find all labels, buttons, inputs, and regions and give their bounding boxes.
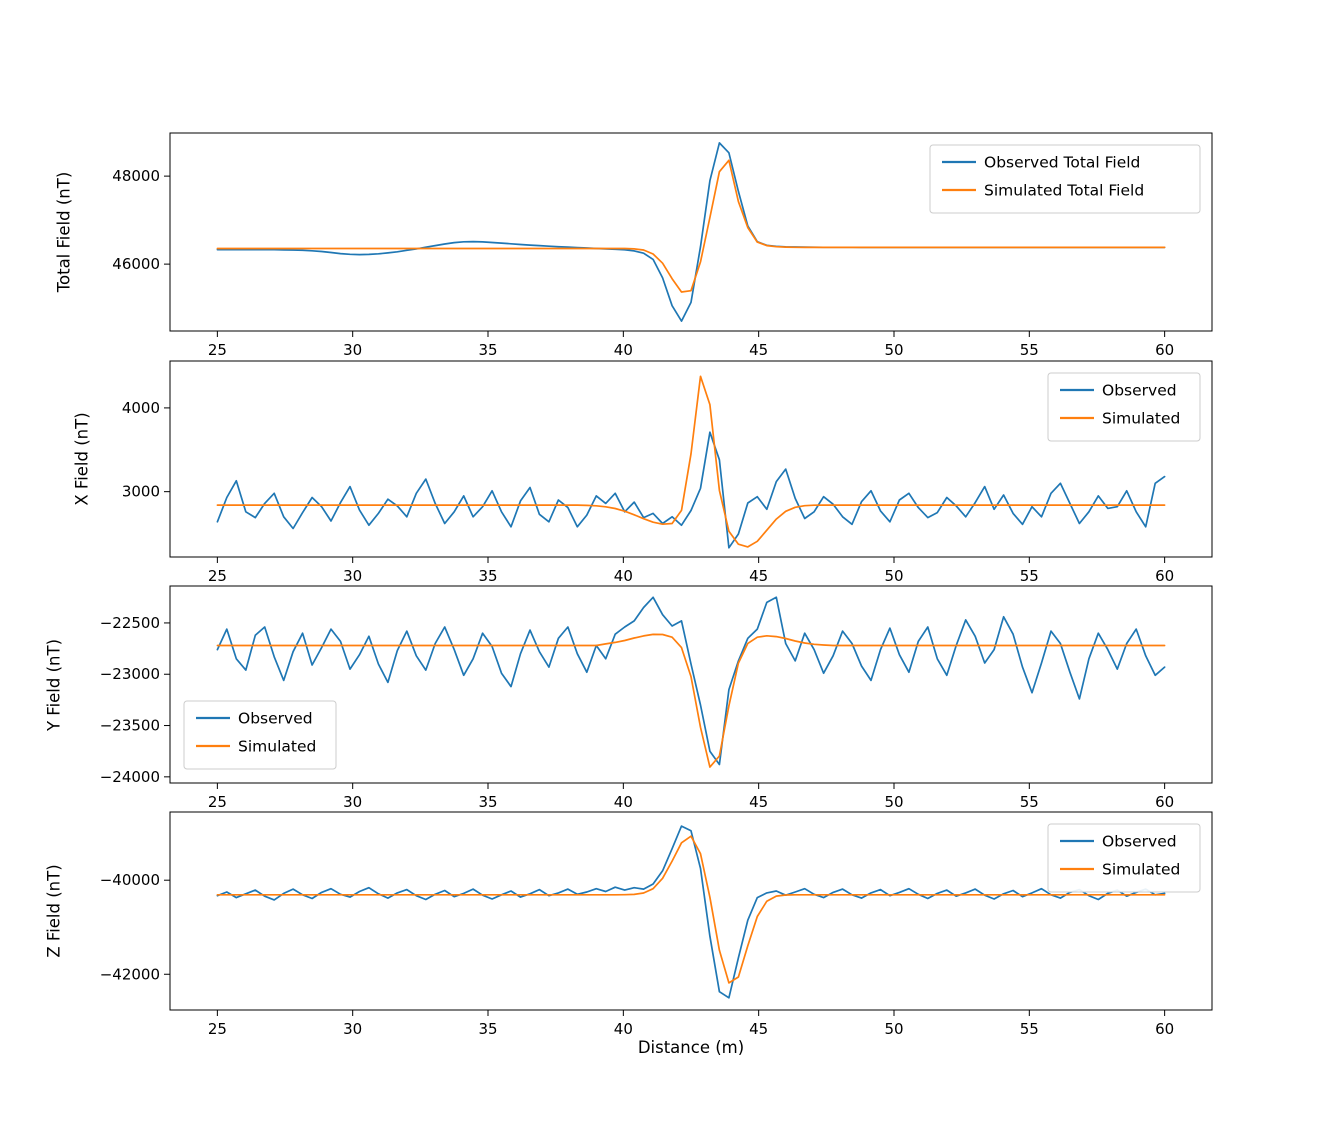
y-tick-label: 46000 xyxy=(112,255,160,273)
axes-border xyxy=(169,585,1213,784)
legend-label-simulated-total-field: Simulated Total Field xyxy=(984,182,1144,200)
x-tick-label: 55 xyxy=(1020,793,1039,811)
axes-background xyxy=(170,812,1212,1010)
x-tick-label: 60 xyxy=(1155,1020,1174,1038)
series-line-observed xyxy=(216,431,1166,549)
axes-border xyxy=(169,360,1213,558)
legend-label-observed: Observed xyxy=(1102,833,1177,851)
legend-label-observed: Observed xyxy=(1102,382,1177,400)
legend-label-observed-total-field: Observed Total Field xyxy=(984,154,1140,172)
y-tick-label: 3000 xyxy=(122,483,160,501)
ylabel-total-field: Total Field (nT) xyxy=(54,171,74,293)
subplot-x-field-nt-: 25 30 35 40 45 50 55 60 3000 4000 Observed Simulate… xyxy=(122,360,1213,585)
y-tick-label: −40000 xyxy=(100,871,160,889)
x-tick-label: 45 xyxy=(749,341,768,359)
y-tick-label: 48000 xyxy=(112,167,160,185)
series-line-observed xyxy=(216,596,1166,766)
x-tick-label: 40 xyxy=(614,341,633,359)
series-line-simulated xyxy=(216,633,1166,768)
x-tick-label: 40 xyxy=(614,793,633,811)
subplot-z-field-nt-: 25 30 35 40 45 50 55 60 −40000 −42000 Observed Simu… xyxy=(100,811,1213,1038)
y-tick-label: −23000 xyxy=(100,665,160,683)
legend-label-simulated: Simulated xyxy=(238,738,316,756)
ylabel-z-field: Z Field (nT) xyxy=(44,864,64,958)
legend-label-observed: Observed xyxy=(238,710,313,728)
x-tick-label: 35 xyxy=(478,793,497,811)
legend-label-simulated: Simulated xyxy=(1102,410,1180,428)
x-tick-label: 25 xyxy=(208,567,227,585)
y-tick-label: 4000 xyxy=(122,399,160,417)
x-tick-label: 45 xyxy=(749,793,768,811)
ylabel-x-field: X Field (nT) xyxy=(72,412,92,506)
axes-background xyxy=(170,586,1212,783)
legend: Observed Total Field Simulated Total Fiel… xyxy=(929,144,1201,214)
x-tick-label: 45 xyxy=(749,1020,768,1038)
series-line-observed xyxy=(216,825,1166,999)
y-tick-label: −23500 xyxy=(100,717,160,735)
legend-box xyxy=(929,144,1201,214)
series-line-simulated xyxy=(216,375,1166,548)
legend-label-simulated: Simulated xyxy=(1102,861,1180,879)
x-tick-label: 55 xyxy=(1020,341,1039,359)
subplot-y-field-nt-: 25 30 35 40 45 50 55 60 −22500 −23000 −23500 −24000… xyxy=(100,585,1213,811)
series-line-simulated-total-field xyxy=(216,159,1166,293)
x-tick-label: 50 xyxy=(884,1020,903,1038)
x-tick-label: 25 xyxy=(208,793,227,811)
y-tick-label: −24000 xyxy=(100,768,160,786)
xlabel-distance: Distance (m) xyxy=(637,1038,745,1057)
series-line-simulated xyxy=(216,835,1166,984)
x-tick-label: 40 xyxy=(614,567,633,585)
x-tick-label: 50 xyxy=(884,793,903,811)
x-tick-label: 25 xyxy=(208,341,227,359)
legend: Observed Simulated xyxy=(183,700,337,770)
x-tick-label: 40 xyxy=(614,1020,633,1038)
y-tick-label: −22500 xyxy=(100,614,160,632)
x-tick-label: 35 xyxy=(478,567,497,585)
axes-background xyxy=(170,361,1212,557)
legend: Observed Simulated xyxy=(1047,372,1201,442)
axes-border xyxy=(169,132,1213,332)
x-tick-label: 35 xyxy=(478,341,497,359)
x-tick-label: 45 xyxy=(749,567,768,585)
x-tick-label: 55 xyxy=(1020,1020,1039,1038)
x-tick-label: 50 xyxy=(884,567,903,585)
x-tick-label: 35 xyxy=(478,1020,497,1038)
x-tick-label: 30 xyxy=(343,1020,362,1038)
x-tick-label: 30 xyxy=(343,793,362,811)
y-tick-label: −42000 xyxy=(100,965,160,983)
x-tick-label: 60 xyxy=(1155,793,1174,811)
x-tick-label: 30 xyxy=(343,567,362,585)
axes-border xyxy=(169,811,1213,1011)
x-tick-label: 25 xyxy=(208,1020,227,1038)
x-tick-label: 50 xyxy=(884,341,903,359)
legend: Observed Simulated xyxy=(1047,823,1201,893)
x-tick-label: 60 xyxy=(1155,341,1174,359)
x-tick-label: 30 xyxy=(343,341,362,359)
x-tick-label: 60 xyxy=(1155,567,1174,585)
x-tick-label: 55 xyxy=(1020,567,1039,585)
subplot-total-field-nt-: 25 30 35 40 45 50 55 60 46000 48000 Observed Total… xyxy=(112,132,1213,359)
ylabel-y-field: Y Field (nT) xyxy=(44,638,64,732)
